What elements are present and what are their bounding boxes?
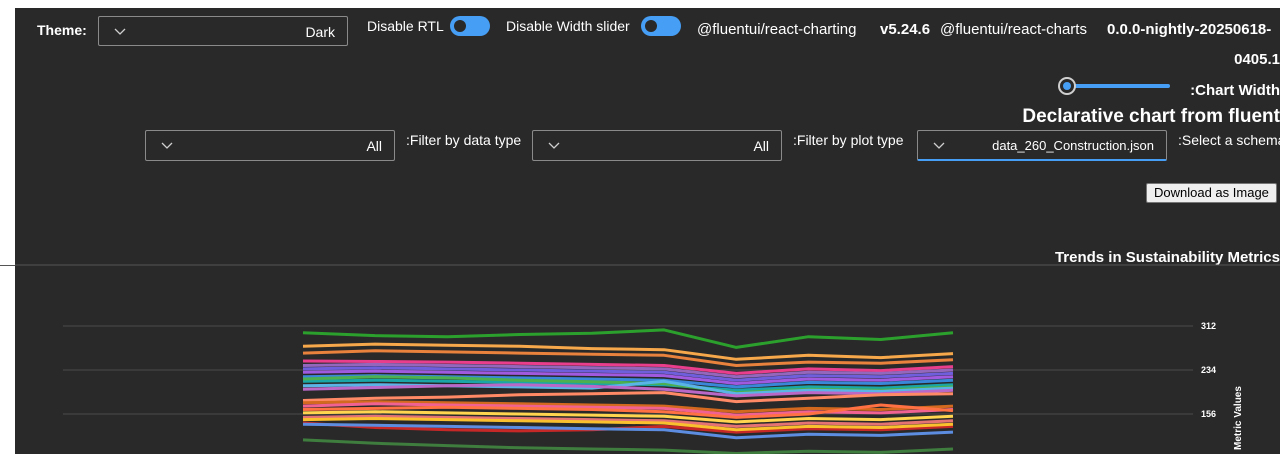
pkg-charts-version-cont: 0405.1 <box>1234 51 1280 68</box>
series-line[interactable] <box>302 410 954 424</box>
series-line[interactable] <box>302 414 954 428</box>
download-image-button[interactable]: Download as Image <box>1146 183 1277 203</box>
chart-width-slider-track[interactable] <box>1068 84 1170 88</box>
y-tick-label: 312 <box>1201 321 1216 331</box>
disable-rtl-label: Disable RTL <box>367 18 444 34</box>
chart-title: Trends in Sustainability Metrics <box>1055 250 1280 266</box>
series-line[interactable] <box>302 359 954 375</box>
schema-label: :Select a schema <box>1178 132 1280 148</box>
disable-rtl-toggle[interactable] <box>450 16 490 36</box>
divider <box>0 265 15 266</box>
theme-dropdown[interactable]: Dark <box>98 16 348 46</box>
disable-width-slider-label: Disable Width slider <box>506 18 630 34</box>
series-line[interactable] <box>302 362 954 379</box>
series-line[interactable] <box>302 369 954 385</box>
plot-type-label: :Filter by plot type <box>793 132 904 148</box>
plot-type-dropdown[interactable]: All <box>532 130 782 161</box>
chart-width-label: :Chart Width <box>1190 82 1280 99</box>
data-type-label: :Filter by data type <box>406 132 522 148</box>
pkg-charts-name: @fluentui/react-charts <box>940 21 1087 38</box>
y-tick-label: 156 <box>1201 409 1216 419</box>
series-line[interactable] <box>302 438 954 454</box>
page-title: Declarative chart from fluent <box>1022 106 1280 127</box>
chevron-down-icon <box>548 142 560 149</box>
series-line[interactable] <box>302 403 954 419</box>
series-line[interactable] <box>302 422 954 440</box>
y-tick-label: 234 <box>1201 365 1216 375</box>
disable-width-slider-toggle[interactable] <box>641 16 681 36</box>
y-axis-title: Metric Values <box>1233 386 1244 450</box>
series-line[interactable] <box>302 391 954 404</box>
series-line[interactable] <box>302 366 954 382</box>
chart-width-slider-thumb[interactable] <box>1058 77 1076 95</box>
series-line[interactable] <box>302 349 954 367</box>
toggle-knob <box>645 20 657 32</box>
pkg-charting-version: v5.24.6 <box>880 21 931 38</box>
theme-label: Theme: <box>37 22 87 38</box>
schema-value: data_260_Construction.json <box>992 138 1154 153</box>
pkg-charting-name: @fluentui/react-charting <box>697 21 857 38</box>
line-chart: Trends in Sustainability Metrics Metric … <box>15 250 1280 454</box>
series-line[interactable] <box>302 328 954 349</box>
data-type-dropdown[interactable]: All <box>145 130 395 161</box>
series-line[interactable] <box>302 417 954 432</box>
chevron-down-icon <box>114 28 126 35</box>
series-line[interactable] <box>302 402 954 417</box>
gridlines: 312 234 156 <box>15 264 1280 419</box>
series-line[interactable] <box>302 383 954 398</box>
plot-type-value: All <box>753 138 769 154</box>
schema-dropdown[interactable]: data_260_Construction.json <box>917 130 1167 161</box>
series-group <box>302 328 954 454</box>
app-panel: Theme: Dark Disable RTL Disable Width sl… <box>15 8 1280 454</box>
pkg-charts-version: 0.0.0-nightly-20250618- <box>1107 21 1272 38</box>
chevron-down-icon <box>933 142 945 149</box>
data-type-value: All <box>366 138 382 154</box>
toggle-knob <box>454 20 466 32</box>
theme-value: Dark <box>305 24 335 40</box>
chevron-down-icon <box>161 142 173 149</box>
series-line[interactable] <box>302 342 954 361</box>
